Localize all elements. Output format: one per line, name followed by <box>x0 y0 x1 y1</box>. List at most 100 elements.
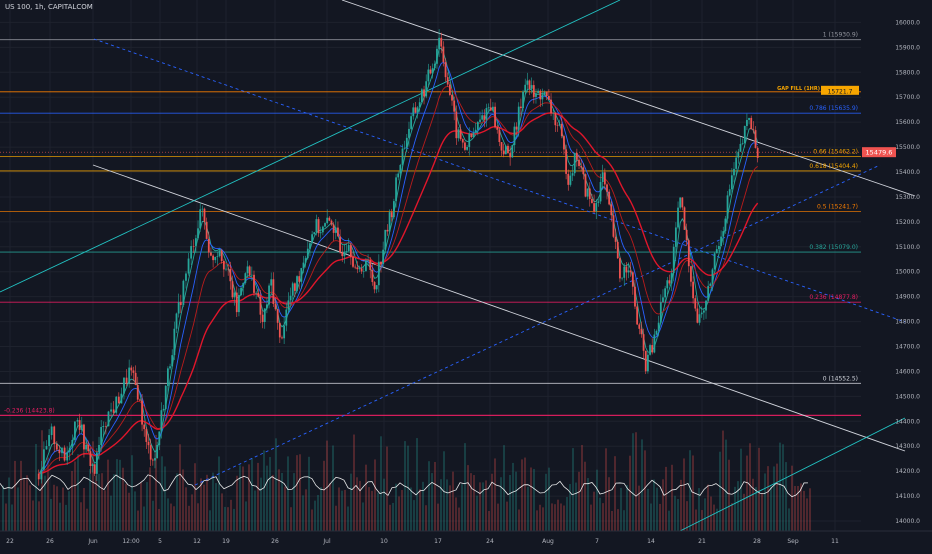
volume-bar <box>272 474 274 531</box>
candle-body <box>128 367 131 384</box>
candle-body <box>123 377 125 394</box>
volume-bar <box>206 474 208 531</box>
candle-body <box>395 177 397 202</box>
candle-body <box>154 458 156 461</box>
candle-body <box>627 270 630 273</box>
volume-bar <box>131 455 133 531</box>
volume-bar <box>680 479 682 531</box>
volume-bar <box>275 438 277 531</box>
candle-body <box>274 303 277 310</box>
volume-bar <box>479 482 481 531</box>
time-tick: Jun <box>87 538 98 545</box>
candle-body <box>642 334 645 351</box>
candle-body <box>261 314 264 323</box>
volume-bar <box>224 506 226 531</box>
candle-body <box>565 149 568 174</box>
candle-body <box>134 372 137 385</box>
volume-bar <box>545 473 547 531</box>
volume-bar <box>518 509 520 531</box>
volume-bar <box>17 487 19 531</box>
time-tick: 17 <box>434 538 442 545</box>
candle-body <box>169 366 171 369</box>
candle-body <box>205 221 208 239</box>
candle-body <box>102 426 105 427</box>
time-tick: 10 <box>380 538 388 545</box>
volume-bar <box>428 461 430 531</box>
volume-bar <box>107 459 109 531</box>
volume-bar <box>104 490 106 531</box>
fib-label-8: -0.236 (14423.8) <box>4 407 55 414</box>
volume-bar <box>218 456 220 531</box>
candle-body <box>112 409 115 413</box>
volume-bar <box>737 481 739 531</box>
candle-body <box>207 238 210 253</box>
candle-body <box>306 248 309 259</box>
volume-bar <box>302 495 304 531</box>
candle-body <box>125 377 128 384</box>
volume-bar <box>374 459 376 531</box>
price-tick: 14900.0 <box>895 294 920 301</box>
candle-body <box>748 117 750 121</box>
candle-body <box>705 300 707 311</box>
candle-body <box>677 207 679 228</box>
candle-body <box>356 267 359 270</box>
candle-body <box>341 252 344 257</box>
candle-body <box>655 331 658 335</box>
volume-bar <box>713 504 715 531</box>
candle-body <box>302 262 305 269</box>
candle-body <box>317 219 320 234</box>
gap-fill-box <box>821 85 859 95</box>
volume-bar <box>593 491 595 531</box>
volume-bar <box>779 442 781 531</box>
volume-bar <box>323 460 325 531</box>
volume-bar <box>158 508 160 531</box>
volume-bar <box>155 434 157 531</box>
candle-body <box>143 424 146 430</box>
volume-bar <box>698 488 700 531</box>
volume-bar <box>674 495 676 531</box>
volume-bar <box>314 500 316 531</box>
volume-bar <box>482 482 484 531</box>
candle-body <box>558 123 561 126</box>
volume-bar <box>89 469 91 531</box>
candle-body <box>332 224 335 233</box>
candle-body <box>513 126 516 146</box>
candle-body <box>603 172 606 185</box>
price-tick: 14500.0 <box>895 393 920 400</box>
candle-body <box>532 85 535 97</box>
candle-body <box>440 37 443 47</box>
candle-body <box>640 328 643 335</box>
time-tick: 26 <box>271 538 279 545</box>
candle-body <box>324 223 326 227</box>
candle-body <box>608 191 611 205</box>
candle-body <box>283 325 286 339</box>
candle-body <box>68 447 71 453</box>
candle-body <box>187 258 190 274</box>
candle-body <box>750 117 753 130</box>
volume-bar <box>341 490 343 531</box>
volume-bar <box>782 444 784 531</box>
candle-body <box>160 410 163 432</box>
candle-body <box>182 280 185 306</box>
volume-bar <box>452 471 454 531</box>
fib-label-1: 0.786 (15635.9) <box>809 105 858 112</box>
candle-body <box>171 355 174 367</box>
volume-bar <box>119 459 121 531</box>
candle-body <box>569 175 572 185</box>
volume-bar <box>665 466 667 531</box>
fib-label-4: 0.5 (15241.7) <box>817 203 858 210</box>
volume-bar <box>392 502 394 531</box>
candle-body <box>63 447 66 461</box>
candle-body <box>66 452 69 461</box>
volume-bar <box>383 478 385 531</box>
candle-body <box>713 253 716 270</box>
candle-body <box>498 129 501 143</box>
candle-body <box>638 324 641 329</box>
volume-bar <box>416 438 418 531</box>
volume-bar <box>278 469 280 531</box>
volume-bar <box>587 478 589 531</box>
volume-bar <box>116 459 118 531</box>
volume-bar <box>638 485 640 531</box>
candle-body <box>547 95 550 100</box>
